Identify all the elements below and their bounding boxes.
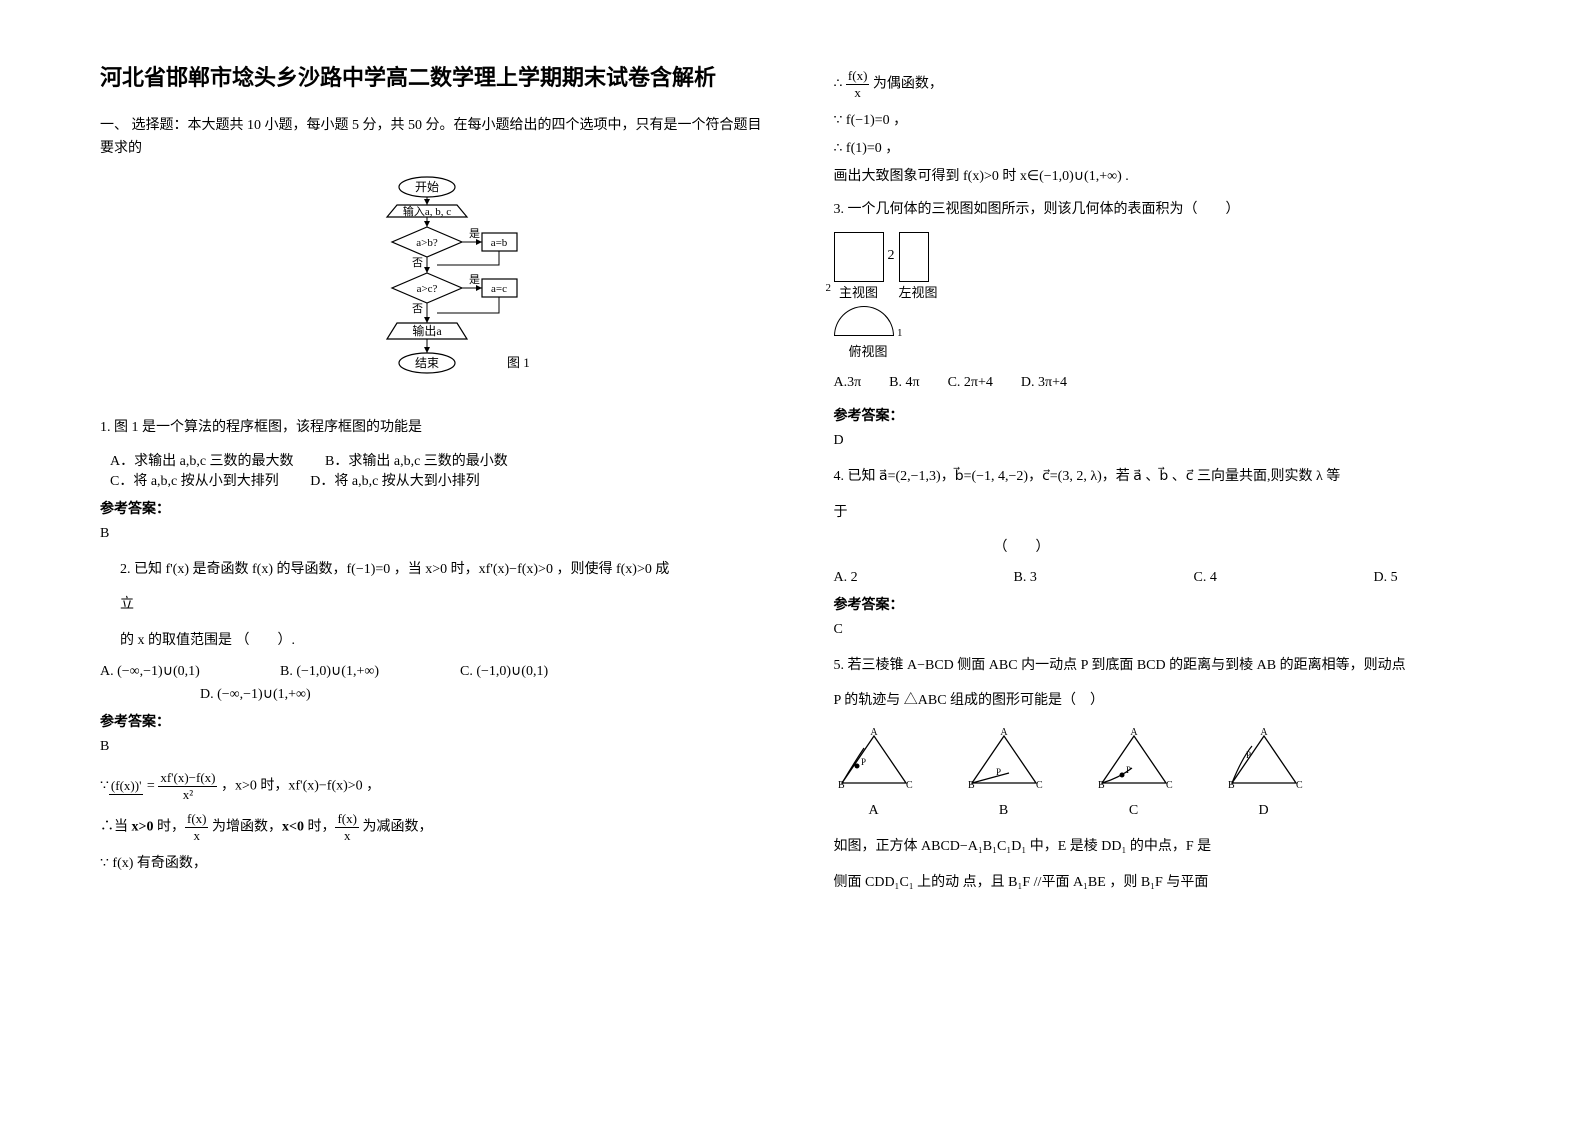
section1-header: 一、 选择题：本大题共 10 小题，每小题 5 分，共 50 分。在每小题给出的… — [100, 115, 774, 160]
q1-optB: B．求输出 a,b,c 三数的最小数 — [325, 454, 508, 469]
svg-text:B: B — [1228, 780, 1235, 791]
left-view-box — [899, 232, 929, 282]
q4-ans-label: 参考答案： — [834, 594, 1508, 614]
tri-B: A B C P B — [964, 728, 1044, 819]
fc-no2: 否 — [412, 303, 423, 315]
svg-text:C: C — [1036, 780, 1043, 791]
c2-l4: 画出大致图象可得到 f(x)>0 时 x∈(−1,0)∪(1,+∞) . — [834, 165, 1508, 185]
main-view-label: 主视图 — [834, 282, 884, 301]
q3-ans: D — [834, 433, 1508, 449]
svg-text:B: B — [968, 780, 975, 791]
svg-text:C: C — [906, 780, 913, 791]
q3-stem: 3. 一个几何体的三视图如图所示，则该几何体的表面积为（ ） — [834, 197, 1508, 222]
left-view-label: 左视图 — [899, 282, 938, 301]
fc-cond1: a>b? — [416, 237, 438, 249]
tri-D: A B C P D — [1224, 728, 1304, 819]
svg-text:P: P — [1126, 765, 1131, 775]
q4-stem: 4. 已知 a⃗=(2,−1,3)，b⃗=(−1, 4,−2)，c⃗=(3, 2… — [834, 464, 1508, 489]
q5-stem1: 5. 若三棱锥 A−BCD 侧面 ABC 内一动点 P 到底面 BCD 的距离与… — [834, 653, 1508, 678]
c2-l2: ∵ f(−1)=0 ， — [834, 109, 1508, 129]
q2-stem2: 立 — [120, 592, 774, 617]
q2-optB: B. (−1,0)∪(1,+∞) — [280, 663, 400, 680]
q1-optD: D．将 a,b,c 按从大到小排列 — [310, 474, 480, 489]
q5-extra2: 侧面 CDD₁C₁ 上的动 点，且 B₁F //平面 A₁BE ，则 B₁F 与… — [834, 870, 1508, 895]
q5-stem2: P 的轨迹与 △ABC 组成的图形可能是（ ） — [834, 688, 1508, 713]
dim-1: 1 — [897, 327, 903, 339]
tri-C: A B C P C — [1094, 728, 1174, 819]
dim-2b: 2 — [826, 282, 832, 294]
tri-A: A B C P A — [834, 728, 914, 819]
svg-text:B: B — [1098, 780, 1105, 791]
q2-ans: B — [100, 739, 774, 755]
q4-stem2: 于 — [834, 500, 1508, 525]
c2-l1: ∴ f(x)x 为偶函数， — [834, 68, 1508, 101]
q4-optB: B. 3 — [1014, 570, 1134, 586]
svg-text:A: A — [1000, 728, 1008, 738]
svg-text:P: P — [1246, 750, 1251, 760]
q1-ans: B — [100, 526, 774, 542]
q2-stem3: 的 x 的取值范围是 （ ）. — [120, 628, 774, 653]
q4-optD: D. 5 — [1374, 570, 1494, 586]
svg-text:P: P — [861, 757, 866, 767]
svg-text:A: A — [1260, 728, 1268, 738]
tri-label-B: B — [964, 803, 1044, 819]
fc-assign1: a=b — [490, 237, 507, 249]
q1-options: A．求输出 a,b,c 三数的最大数 B．求输出 a,b,c 三数的最小数 C．… — [110, 450, 774, 490]
page-title: 河北省邯郸市埝头乡沙路中学高二数学理上学期期末试卷含解析 — [100, 60, 774, 95]
triangle-options: A B C P A A B C P B A B — [834, 728, 1508, 819]
svg-text:B: B — [838, 780, 845, 791]
fc-start: 开始 — [415, 180, 439, 194]
svg-text:A: A — [870, 728, 878, 738]
q2-stem1: 2. 已知 f'(x) 是奇函数 f(x) 的导函数，f(−1)=0 ，当 x>… — [120, 557, 774, 582]
flowchart-figure: 开始 输入a, b, c a>b? 是 a=b 否 a>c? 是 a=c 否 输… — [100, 175, 774, 405]
q2-exp1: ∵(f(x))' = xf'(x)−f(x)x² ，x>0 时，xf'(x)−f… — [100, 770, 774, 803]
main-view-box: 2 — [834, 232, 884, 282]
svg-text:C: C — [1296, 780, 1303, 791]
q2-optA: A. (−∞,−1)∪(0,1) — [100, 663, 220, 680]
fc-yes1: 是 — [469, 227, 480, 240]
q4-ans: C — [834, 622, 1508, 638]
q3-opts: A.3π B. 4π C. 2π+4 D. 3π+4 — [834, 370, 1508, 395]
q1-ans-label: 参考答案： — [100, 498, 774, 518]
q4-paren: （ ） — [994, 535, 1508, 560]
svg-text:P: P — [996, 767, 1001, 777]
q3-ans-label: 参考答案： — [834, 405, 1508, 425]
fc-figlabel: 图 1 — [507, 355, 530, 370]
fc-yes2: 是 — [469, 273, 480, 286]
tri-label-C: C — [1094, 803, 1174, 819]
fc-output: 输出a — [412, 323, 442, 338]
q2-optC: C. (−1,0)∪(0,1) — [460, 663, 580, 680]
q4-optC: C. 4 — [1194, 570, 1314, 586]
fc-cond2: a>c? — [416, 283, 437, 295]
svg-text:A: A — [1130, 728, 1138, 738]
c2-l3: ∴ f(1)=0 ， — [834, 137, 1508, 157]
q2-ans-label: 参考答案： — [100, 711, 774, 731]
top-view-label: 俯视图 — [834, 341, 903, 360]
top-view-shape — [834, 306, 894, 336]
q2-optD: D. (−∞,−1)∪(1,+∞) — [200, 686, 320, 703]
q2-exp3: ∵ f(x) 有奇函数， — [100, 852, 774, 872]
svg-text:C: C — [1166, 780, 1173, 791]
q5-extra1: 如图，正方体 ABCD−A₁B₁C₁D₁ 中，E 是棱 DD₁ 的中点，F 是 — [834, 834, 1508, 859]
fc-end: 结束 — [415, 356, 439, 370]
tri-label-A: A — [834, 803, 914, 819]
fc-no1: 否 — [412, 257, 423, 269]
q2-exp2: ∴当 x>0 时，f(x)x 为增函数，x<0 时，f(x)x 为减函数， — [100, 811, 774, 844]
three-views: 2 2 主视图 左视图 1 俯视图 — [834, 232, 1508, 360]
q4-optA: A. 2 — [834, 570, 954, 586]
q1-stem: 1. 图 1 是一个算法的程序框图，该程序框图的功能是 — [100, 415, 774, 440]
q1-optA: A．求输出 a,b,c 三数的最大数 — [110, 454, 294, 469]
q1-optC: C．将 a,b,c 按从小到大排列 — [110, 474, 279, 489]
fc-input: 输入a, b, c — [403, 204, 451, 218]
tri-label-D: D — [1224, 803, 1304, 819]
dim-2: 2 — [888, 248, 895, 264]
fc-assign2: a=c — [491, 283, 507, 295]
